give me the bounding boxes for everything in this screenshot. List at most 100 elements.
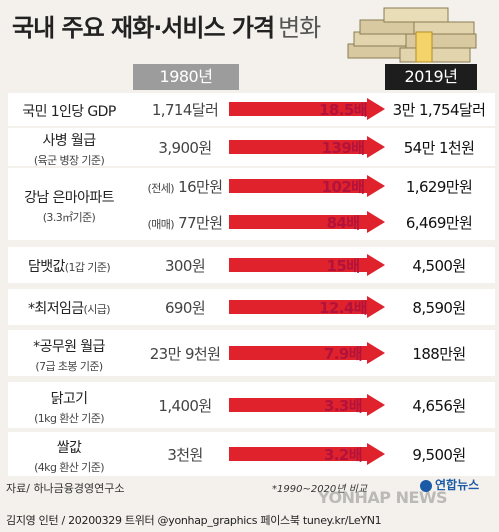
row-label-main: 사병 월급 [42,133,97,149]
chart-title: 국내 주요 재화·서비스 가격 변화 [12,8,321,43]
table-row: 국민 1인당 GDP 1,714달러 18.5배 3만 1,754달러 [8,93,495,126]
yonhap-logo: 연합뉴스 [420,476,479,493]
value-1980-type: (전세) [147,182,175,195]
multiplier-label: 12.4배 [319,299,367,317]
value-1980: 1,714달러 [130,99,240,120]
value-1980-text: 1,714달러 [151,101,219,119]
arrow-icon [229,254,385,276]
watermark-text: YONHAP NEWS [318,488,448,507]
row-label: 강남 은마아파트 (3.3㎡기준) [8,187,130,225]
title-main: 국내 주요 재화·서비스 가격 [12,14,275,42]
value-2019: 4,656원 [412,397,466,415]
arrow-shape [229,394,385,416]
value-2019: 4,500원 [412,257,466,275]
row-label-sub: (시급) [83,303,111,316]
table-row: *공무원 월급 (7급 초봉 기준) 23만 9천원 7.9배 188만원 [8,330,495,376]
value-2019: 188만원 [412,345,466,363]
row-label-main: *공무원 월급 [33,339,105,355]
arrow-icon [229,296,385,318]
value-2019: 6,469만원 [405,214,473,232]
value-1980-text: 23만 9천원 [149,345,221,363]
row-label-main: 담뱃값 [27,259,65,275]
value-1980: 690원 [130,297,240,318]
table-row: 사병 월급 (육군 병장 기준) 3,900원 139배 54만 1천원 [8,128,495,168]
value-1980-text: 3,900원 [158,139,212,157]
comparison-note: *1990~2020년 비교 [272,484,368,495]
multiplier-label: 84배 [326,214,360,232]
arrow-icon [229,211,385,233]
arrow-shape [229,136,385,158]
multiplier-label: 3.3배 [324,397,363,415]
table-row: 쌀값 (4kg 환산 기준) 3천원 3.2배 9,500원 [8,432,495,476]
value-1980-text: 300원 [164,257,206,275]
row-label: 국민 1인당 GDP [8,101,130,121]
arrow-icon [229,175,385,197]
value-2019: 9,500원 [412,446,466,464]
multiplier-label: 102배 [321,178,365,196]
value-1980: (전세) 16만원 [130,176,240,197]
arrow-icon [229,136,385,158]
arrow-shape [229,175,385,197]
logo-text: 연합뉴스 [435,478,480,492]
row-label-sub: (1kg 환산 기준) [34,412,104,425]
row-label: 닭고기 (1kg 환산 기준) [8,388,130,426]
row-label: *공무원 월급 (7급 초봉 기준) [8,336,130,374]
value-2019: 3만 1,754달러 [392,101,486,119]
arrow-icon [229,98,385,120]
table-row: 담뱃값(1갑 기준) 300원 15배 4,500원 [8,247,495,283]
arrow-shape [229,342,385,364]
header-2019: 2019년 [385,64,477,90]
value-2019: 54만 1천원 [403,139,475,157]
value-1980-type: (매매) [147,218,175,231]
arrow-shape [229,296,385,318]
value-1980: 3천원 [130,444,240,465]
multiplier-label: 3.2배 [324,446,363,464]
row-label: *최저임금(시급) [8,298,130,318]
row-label-main: 국민 1인당 GDP [22,103,116,120]
arrow-icon [229,394,385,416]
logo-mark-icon [420,479,432,492]
arrow-shape [229,211,385,233]
value-1980-text: 690원 [164,299,206,317]
multiplier-label: 18.5배 [319,101,367,119]
value-1980: (매매) 77만원 [130,212,240,233]
arrow-shape [229,443,385,465]
value-1980-text: 16만원 [178,178,223,196]
arrow-icon [229,342,385,364]
source-text: 자료/ 하나금융경영연구소 [6,482,125,495]
arrow-shape [229,254,385,276]
row-label-main: *최저임금 [28,301,84,317]
table-row: 강남 은마아파트 (3.3㎡기준) (전세) 16만원 102배 1,629만원 (매매)… [8,168,495,240]
multiplier-label: 7.9배 [324,345,363,363]
row-label-sub: (육군 병장 기준) [33,154,105,167]
row-label: 담뱃값(1갑 기준) [8,256,130,276]
value-1980-text: 77만원 [178,214,223,232]
value-1980: 23만 9천원 [130,343,240,364]
money-stack-icon [347,7,477,63]
multiplier-label: 15배 [326,257,360,275]
table-row: 닭고기 (1kg 환산 기준) 1,400원 3.3배 4,656원 [8,382,495,428]
row-label-sub: (4kg 환산 기준) [34,461,104,474]
row-label-sub: (1갑 기준) [64,261,111,274]
row-label-main: 강남 은마아파트 [24,190,114,206]
row-label-main: 쌀값 [56,440,82,456]
row-label-sub: (7급 초봉 기준) [35,360,103,373]
value-1980: 3,900원 [130,137,240,158]
value-2019: 8,590원 [412,299,466,317]
value-2019: 1,629만원 [405,178,473,196]
arrow-shape [229,98,385,120]
value-1980: 300원 [130,255,240,276]
title-suffix: 변화 [278,14,321,42]
value-1980-text: 1,400원 [158,397,212,415]
credit-text: 김지영 인턴 / 20200329 트위터 @yonhap_graphics 페… [6,514,382,527]
header-1980: 1980년 [133,64,239,90]
row-label-sub: (3.3㎡기준) [42,211,96,224]
arrow-icon [229,443,385,465]
row-label: 사병 월급 (육군 병장 기준) [8,130,130,168]
value-1980-text: 3천원 [167,446,203,464]
multiplier-label: 139배 [321,139,365,157]
table-row: *최저임금(시급) 690원 12.4배 8,590원 [8,289,495,325]
row-label-main: 닭고기 [50,391,88,407]
value-1980: 1,400원 [130,395,240,416]
row-label: 쌀값 (4kg 환산 기준) [8,437,130,475]
